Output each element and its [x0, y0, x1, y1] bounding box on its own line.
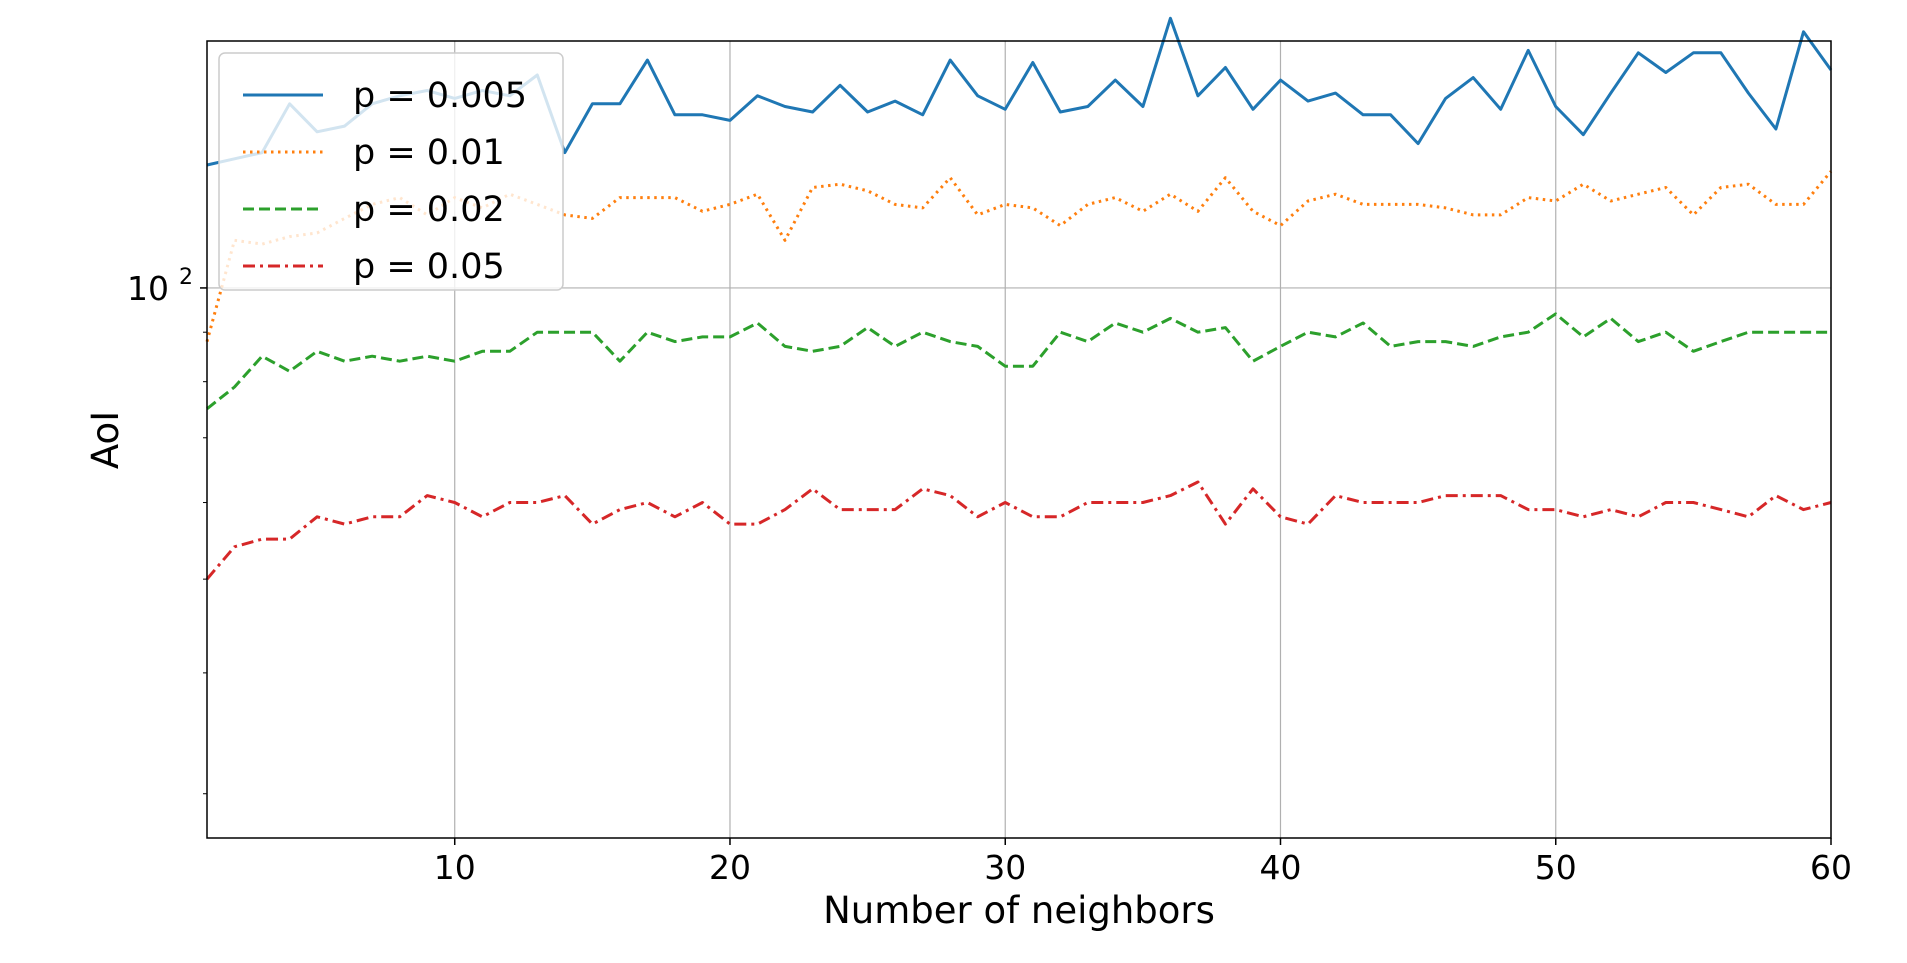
series-line: [205, 480, 1832, 581]
x-tick-label: 10: [434, 848, 476, 887]
y-axis-label: AoI: [84, 411, 127, 469]
plot-frame: [206, 40, 1832, 839]
x-tick-label: 40: [1259, 848, 1301, 887]
y-tick-label: 10: [127, 269, 169, 308]
x-tick-label: 20: [709, 848, 751, 887]
legend: p = 0.005 p = 0.01 p = 0.02 p = 0.05: [218, 52, 564, 291]
legend-label: p = 0.01: [353, 133, 505, 173]
legend-label: p = 0.02: [353, 190, 505, 230]
axis-ticks: 10 20 30 40 50 60 10 2: [127, 265, 1852, 887]
y-tick-label-exponent: 2: [179, 265, 193, 290]
x-tick-label: 60: [1810, 848, 1852, 887]
x-tick-label: 50: [1535, 848, 1577, 887]
series-line: [206, 312, 1831, 410]
legend-label: p = 0.005: [353, 76, 527, 116]
legend-box: [218, 52, 564, 291]
legend-label: p = 0.05: [353, 247, 505, 287]
x-tick-label: 30: [984, 848, 1026, 887]
x-axis-label: Number of neighbors: [823, 889, 1215, 932]
